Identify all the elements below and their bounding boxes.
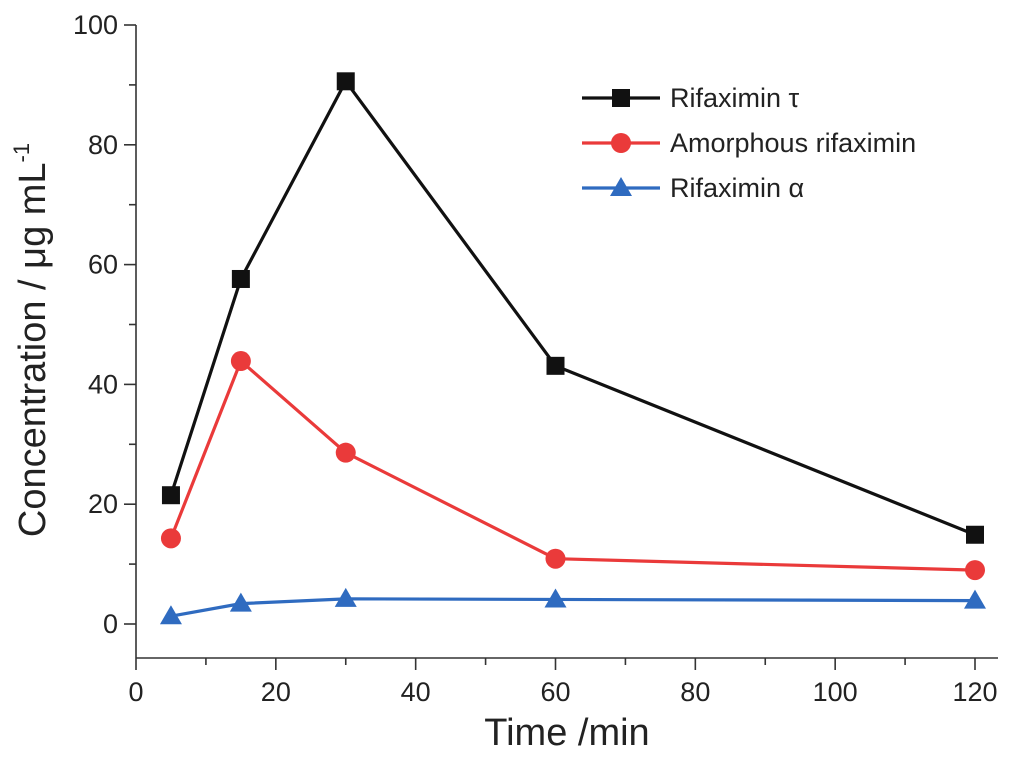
y-tick-label: 20 [88,489,118,519]
series-line [170,597,976,618]
data-point [546,356,565,375]
x-tick-label: 120 [952,677,997,707]
legend-marker [611,133,631,153]
legend-item: Amorphous rifaximin [582,128,916,158]
data-point [159,605,182,625]
legend-label: Rifaximin α [670,173,804,203]
legend: Rifaximin τ Amorphous rifaximin Rifaximin … [582,83,916,203]
x-axis-title: Time /min [484,712,649,754]
series-2 [160,351,985,581]
data-point [161,486,180,505]
data-point [964,589,986,609]
legend-label: Rifaximin τ [670,83,800,113]
data-point [545,548,566,569]
x-tick-label: 0 [128,677,143,707]
x-tick-label: 60 [540,677,570,707]
legend-label: Amorphous rifaximin [670,128,916,158]
x-tick-label: 20 [261,677,291,707]
data-point [229,592,252,612]
y-tick-label: 80 [88,130,118,160]
ticks [124,24,976,670]
axes [135,25,998,659]
legend-item: Rifaximin τ [582,83,800,113]
y-tick-label: 60 [88,250,118,280]
series-line [169,359,976,572]
y-tick-label: 100 [73,10,118,40]
data-point [230,351,251,372]
data-point [965,560,985,581]
data-point [334,587,357,607]
x-tick-label: 80 [680,677,710,707]
legend-marker [612,89,630,107]
data-point [336,72,355,91]
y-axis-title-superscript: -1 [9,143,34,163]
data-point [966,525,984,544]
series-1 [161,72,984,544]
x-tick-label: 40 [401,677,431,707]
tick-labels: 0 20 40 60 80 100 0 20 40 60 80 100 120 [73,10,998,707]
y-axis-title-main: Concentration / μg mL [12,162,54,537]
y-axis-title: Concentration / μg mL-1 [9,143,54,537]
data-point [544,588,567,608]
legend-marker [610,177,632,196]
data-point [231,269,250,288]
data-point [160,528,181,549]
x-tick-label: 100 [813,677,858,707]
series-layer [159,72,986,625]
series-3 [159,587,986,625]
y-tick-label: 0 [103,609,118,639]
y-tick-label: 40 [88,369,118,399]
legend-item: Rifaximin α [582,173,804,203]
y-axis-title-group: Concentration / μg mL-1 [9,143,54,537]
data-point [335,442,356,463]
